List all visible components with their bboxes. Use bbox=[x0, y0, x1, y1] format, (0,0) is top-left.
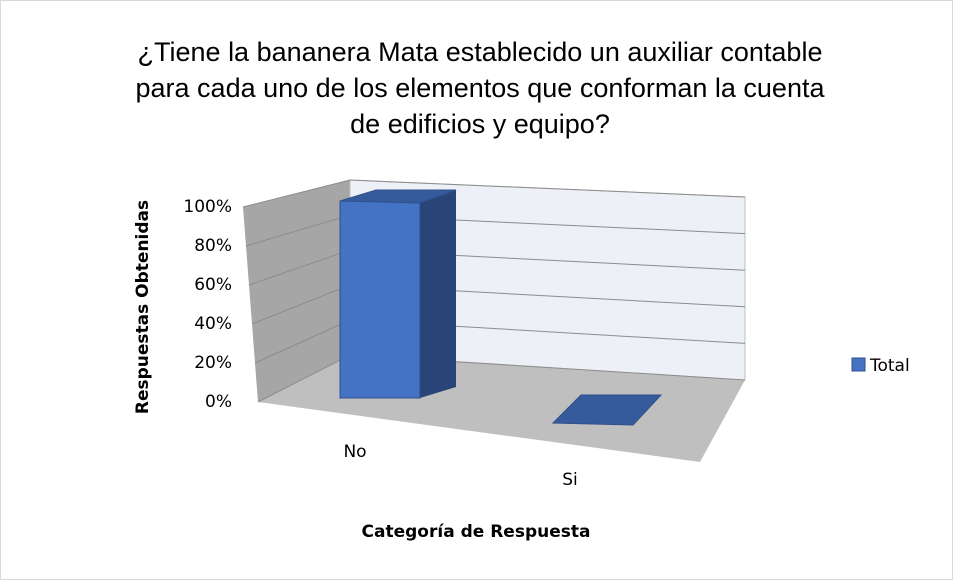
chart-title: ¿Tiene la bananera Mata establecido un a… bbox=[135, 37, 825, 139]
y-tick-label: 40% bbox=[194, 314, 232, 334]
y-tick-label: 80% bbox=[194, 236, 232, 256]
side-wall bbox=[243, 180, 350, 402]
legend-label: Total bbox=[869, 356, 910, 376]
x-tick-label: Si bbox=[562, 470, 578, 490]
bar-side bbox=[420, 190, 456, 398]
y-tick-label: 60% bbox=[194, 275, 232, 295]
grid-line bbox=[242, 179, 746, 208]
bar bbox=[339, 200, 421, 399]
x-tick-label: No bbox=[343, 442, 366, 462]
y-tick-label: 100% bbox=[183, 197, 232, 217]
legend-swatch bbox=[851, 357, 866, 372]
y-tick-label: 20% bbox=[194, 353, 232, 373]
y-tick-label: 0% bbox=[205, 392, 232, 412]
y-axis-title: Respuestas Obtenidas bbox=[133, 200, 153, 414]
bar-top bbox=[551, 394, 663, 426]
bar-top bbox=[339, 189, 457, 204]
x-axis-title: Categoría de Respuesta bbox=[362, 522, 591, 542]
